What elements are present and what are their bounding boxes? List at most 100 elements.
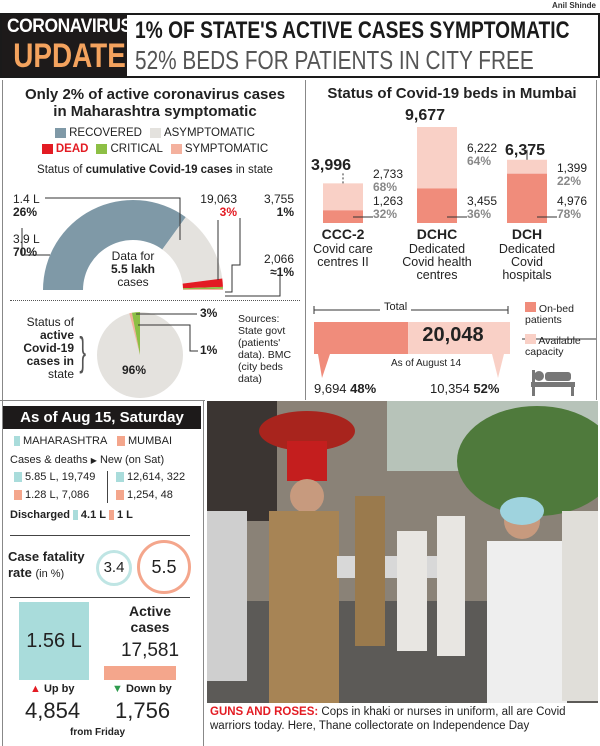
swatch: [72, 510, 78, 520]
value: 3,755: [263, 192, 294, 206]
value: 4,976: [557, 194, 588, 208]
photo-independence-day: [207, 401, 598, 703]
bar-available-DCHC: [417, 127, 457, 189]
bar-total-DCH: 6,375: [505, 141, 546, 159]
pct: 1%: [276, 205, 294, 219]
dead-label: 19,063 3%: [191, 193, 237, 219]
bar-available-DCH: [507, 159, 547, 174]
available-label-DCHC: 6,222 64%: [467, 142, 497, 168]
desc-line: Dedicated: [408, 242, 466, 256]
legend-label: SYMPTOMATIC: [184, 143, 269, 155]
legend-maharashtra: MAHARASHTRA: [14, 435, 107, 447]
label: Up by: [43, 683, 75, 695]
bed-category-desc: Dedicated Covid health centres: [387, 243, 487, 282]
swatch: [41, 144, 53, 154]
on-bed-label-DCH: 4,976 78%: [557, 195, 587, 221]
mh-change: 4,854: [25, 698, 81, 723]
bar-total-CCC-2: 3,996: [311, 157, 352, 175]
pie-slice-symptomatic: [131, 312, 140, 355]
active-critical-pct: 1%: [200, 343, 218, 357]
photo-caption: GUNS AND ROSES: Cops in khaki or nurses …: [210, 705, 596, 733]
total-beds-value: 20,048: [422, 324, 484, 346]
swatch: [170, 144, 182, 154]
total-bar-available: [408, 322, 510, 354]
leader-line: [225, 218, 241, 293]
label: cases: [130, 619, 170, 635]
available-total: 10,354 52%: [430, 381, 499, 396]
value: 19,063: [200, 192, 237, 206]
text-line: (city beds: [238, 361, 283, 373]
brace: }: [79, 330, 87, 374]
label: Case fatality: [8, 549, 85, 564]
text-line: Sources:: [238, 313, 280, 325]
divider: [10, 597, 190, 598]
bar-available-CCC-2: [323, 183, 363, 211]
value: 10,354: [430, 381, 470, 396]
caption-text: Cops in khaki or nurses in uniform, all …: [210, 706, 566, 732]
label: Cases & deaths: [10, 454, 88, 466]
mumbai-new: 1,254, 48: [116, 489, 173, 501]
state-panel-title: Only 2% of active coronavirus cases in M…: [5, 86, 305, 120]
pct: 36%: [467, 207, 492, 221]
legend-row-1: RECOVERED ASYMPTOMATIC: [5, 126, 305, 140]
cases-header: Cases & deaths ▶ New (on Sat): [10, 454, 164, 466]
pct: 22%: [557, 173, 582, 188]
kicker-line2: UPDATE: [13, 37, 126, 75]
mh-cases: 5.85 L, 19,749: [14, 471, 95, 483]
divider: [0, 400, 205, 401]
donut-slice-critical: [182, 286, 223, 290]
text-line: active: [39, 328, 74, 342]
total-label: Total: [380, 301, 412, 313]
available-label-CCC-2: 2,733 68%: [373, 168, 403, 194]
bed-category-desc: Dedicated Covid hospitals: [477, 243, 577, 282]
desc-line: Covid care: [313, 242, 373, 256]
mumbai-change: 1,756: [115, 698, 171, 723]
legend-dead: DEAD: [41, 142, 89, 156]
critical-label: 3,755 1%: [252, 193, 294, 219]
on-bed-total: 9,694 48%: [314, 381, 376, 396]
legend-label: DEAD: [55, 143, 89, 155]
donut-slice-symptomatic: [182, 288, 223, 290]
value: 12,614, 322: [127, 471, 186, 483]
donut-center-text: Data for 5.5 lakh cases: [103, 250, 163, 289]
mumbai-cfr-circle: 5.5: [137, 540, 191, 594]
aug15-title: As of Aug 15, Saturday: [3, 406, 201, 429]
swatch: [55, 128, 67, 138]
swatch: [525, 334, 536, 344]
active-cases-label: Active cases: [110, 603, 190, 635]
bar-total-DCHC: 9,677: [405, 107, 446, 124]
kicker-block: CORONAVIRUS UPDATE: [2, 15, 127, 76]
text-line: State govt: [238, 325, 286, 337]
discharged-row: Discharged 4.1 L 1 L: [10, 509, 133, 521]
pct: 48%: [350, 381, 377, 396]
asymptomatic-label: 1.4 L 26%: [13, 193, 40, 219]
cfr-label: Case fatality rate (in %): [8, 549, 85, 582]
desc-line: hospitals: [502, 268, 552, 282]
desc-line: Covid health: [402, 255, 472, 269]
legend-label: ASYMPTOMATIC: [163, 127, 255, 139]
mh-cfr-circle: 3.4: [96, 550, 132, 586]
center-line: cases: [117, 275, 149, 289]
value: 2,733: [373, 167, 404, 182]
pointer-on-bed: [318, 354, 330, 378]
desc-line: centres II: [317, 255, 369, 269]
value: 1,254, 48: [127, 489, 173, 501]
text-line: cases in: [26, 354, 74, 368]
photo-illustration: [207, 401, 598, 703]
bed-category-CCC-2: CCC-2: [321, 226, 365, 242]
pct: 64%: [467, 154, 492, 168]
bed-category-DCHC: DCHC: [416, 226, 458, 242]
mumbai-active-bar: [104, 666, 176, 680]
swatch: [14, 490, 22, 500]
bed-category-DCH: DCH: [511, 226, 543, 242]
bar-on-bed-CCC-2: [323, 210, 363, 223]
symptomatic-label: 2,066 ≈1%: [252, 253, 294, 279]
legend-symptomatic: SYMPTOMATIC: [170, 142, 269, 156]
swatch: [96, 144, 108, 154]
donut-slice-asymptomatic: [162, 217, 223, 284]
text-line: state: [47, 367, 74, 381]
swatch: [117, 436, 125, 446]
divider: [10, 535, 190, 536]
on-bed-label-CCC-2: 1,263 32%: [373, 195, 403, 221]
label: rate: [8, 565, 32, 580]
